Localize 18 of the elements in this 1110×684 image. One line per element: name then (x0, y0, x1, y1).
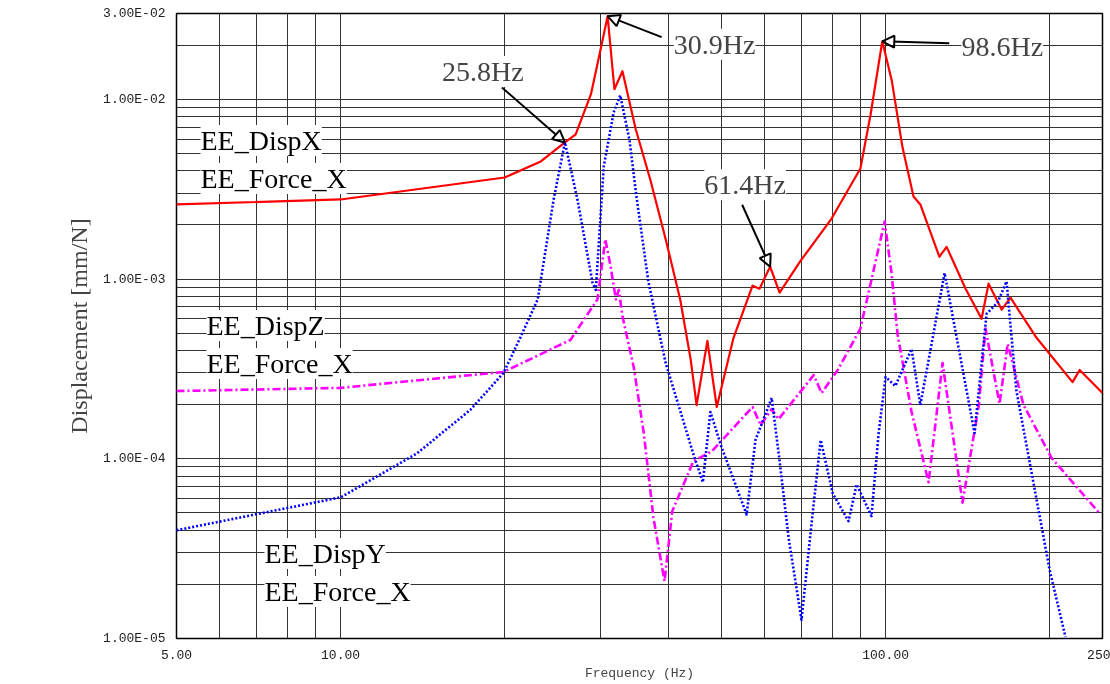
annotation: 98.6Hz (961, 30, 1044, 62)
series-label: EE_DispX EE_Force_X (200, 125, 347, 194)
y-tick-label: 1.00E-04 (103, 451, 166, 467)
y-axis-title: Displacement [mm/N] (66, 218, 93, 434)
x-axis-title: Frequency (Hz) (584, 665, 695, 681)
series-label: EE_DispY EE_Force_X (264, 538, 411, 607)
x-tick-label: 100.00 (862, 647, 910, 663)
x-tick-label: 5.00 (160, 647, 193, 663)
y-tick-label: 3.00E-02 (103, 6, 166, 21)
y-tick-label: 1.00E-02 (103, 91, 166, 107)
y-tick-label: 1.00E-05 (103, 631, 166, 646)
y-tick-label: 1.00E-03 (103, 271, 166, 287)
annotation: 61.4Hz (704, 169, 786, 201)
annotation: 25.8Hz (442, 55, 524, 87)
x-tick-label: 10.00 (321, 647, 361, 663)
annotation: 30.9Hz (673, 28, 756, 60)
series-label: EE_DispZ EE_Force_X (206, 310, 353, 379)
x-tick-label: 250 (1087, 647, 1110, 663)
